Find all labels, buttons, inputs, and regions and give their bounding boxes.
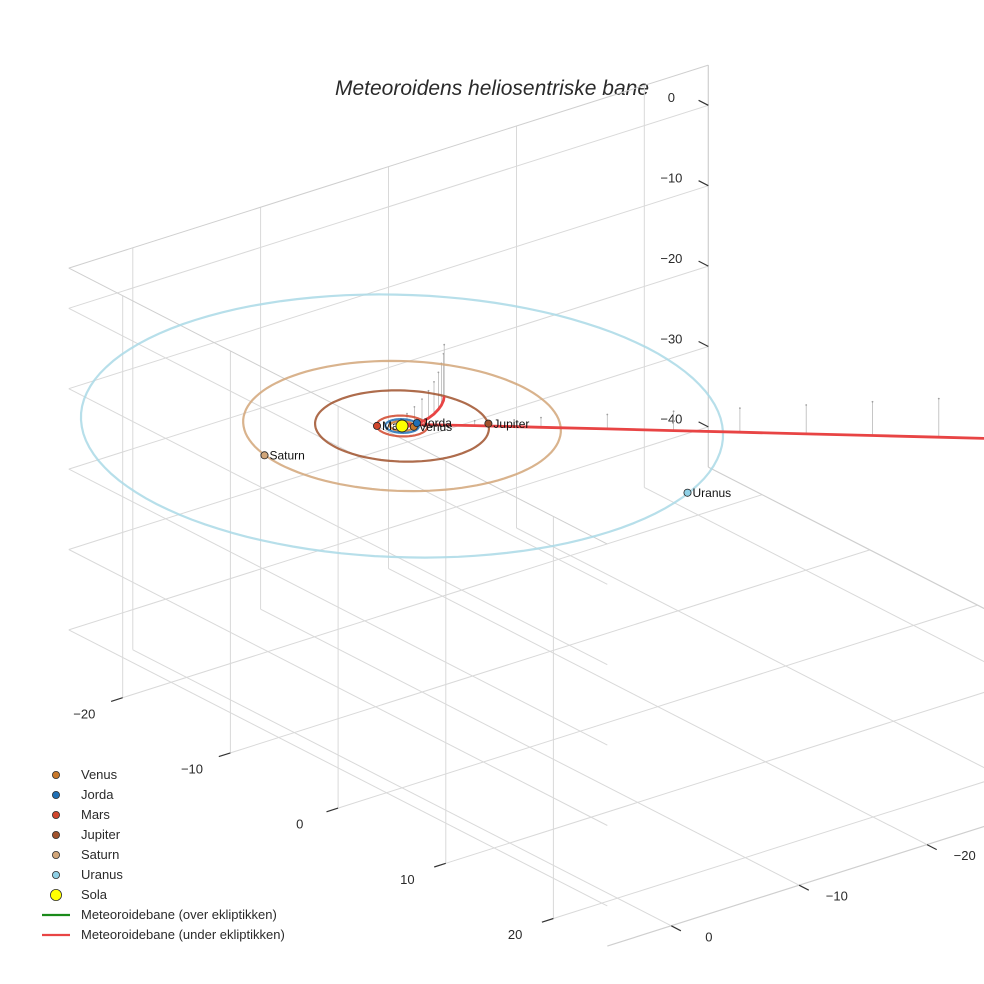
drop-point: [805, 404, 808, 406]
axis-edge: [68, 64, 709, 269]
z-tick-label: 0: [668, 90, 675, 105]
drop-point: [443, 343, 446, 346]
legend-entry[interactable]: Uranus: [81, 867, 123, 882]
y-tick-mark: [671, 925, 682, 932]
x-tick-mark: [541, 917, 554, 923]
grid-line: [132, 649, 672, 927]
axis-edge: [708, 466, 984, 610]
planet-mars: [372, 421, 381, 430]
legend-swatch-marker: [52, 811, 61, 820]
planet-label: Venus: [419, 420, 452, 434]
planet-label: Jorda: [422, 416, 452, 430]
planet-jorda: [412, 418, 421, 427]
planet-jupiter: [484, 419, 493, 428]
x-tick-label: 10: [400, 872, 414, 887]
legend-swatch-marker: [52, 771, 61, 780]
drop-point: [421, 398, 423, 400]
drop-point: [672, 410, 675, 413]
planet-saturn: [260, 451, 269, 460]
z-tick-mark: [698, 180, 709, 187]
grid-line: [68, 346, 709, 550]
grid-line: [388, 568, 928, 846]
axis-edge: [68, 267, 608, 545]
legend-swatch-marker: [50, 889, 63, 902]
z-tick-mark: [698, 260, 709, 267]
planet-label: Jupiter: [493, 417, 529, 431]
y-tick-label: −10: [826, 889, 848, 904]
orbit-saturn: [242, 359, 562, 493]
z-tick-label: −30: [660, 331, 682, 346]
drop-point: [937, 397, 940, 400]
x-tick-label: 0: [296, 817, 303, 832]
trajectory-branch-inbound: [407, 423, 984, 440]
legend-entry[interactable]: Sola: [81, 887, 108, 902]
legend-swatch-marker: [52, 831, 61, 840]
drop-point: [871, 400, 874, 403]
drop-point: [606, 413, 609, 416]
x-tick-label: −10: [181, 762, 203, 777]
planet-label: Uranus: [693, 486, 732, 500]
x-tick-label: −20: [73, 706, 95, 721]
grid-line: [68, 549, 608, 826]
grid-line: [260, 608, 800, 886]
drop-point: [437, 371, 440, 374]
y-tick-mark: [798, 884, 810, 891]
grid-line: [68, 388, 608, 666]
legend: Venus Jorda Mars Jupiter Saturn Uranus Sola Met…: [42, 767, 285, 942]
legend-swatch-marker: [52, 791, 61, 800]
y-tick-label: 0: [705, 929, 712, 944]
drop-point: [473, 419, 476, 422]
planet-label: Saturn: [270, 448, 305, 462]
grid-line: [68, 185, 709, 390]
drop-point: [433, 381, 435, 383]
legend-entry[interactable]: Venus: [81, 767, 118, 782]
grid-layer: [68, 64, 984, 947]
grid-line: [516, 527, 984, 769]
z-tick-mark: [698, 99, 709, 106]
legend-entry[interactable]: Jorda: [81, 787, 114, 802]
drop-point: [413, 406, 416, 408]
drop-point: [540, 416, 542, 419]
drop-point: [739, 407, 741, 409]
legend-entry[interactable]: Jupiter: [81, 827, 121, 842]
orbit-uranus: [79, 293, 725, 559]
y-tick-label: −20: [954, 848, 976, 863]
grid-line: [553, 781, 984, 919]
x-tick-mark: [110, 697, 123, 702]
legend-entry[interactable]: Meteoroidebane (over ekliptikken): [81, 907, 277, 922]
z-tick-label: −20: [660, 251, 682, 266]
y-tick-mark: [926, 844, 937, 851]
grid-line: [68, 307, 608, 585]
x-tick-mark: [434, 862, 446, 868]
grid-line: [68, 629, 608, 907]
grid-line: [68, 104, 709, 309]
grid-line: [644, 486, 984, 663]
drop-lines: [399, 343, 940, 438]
z-tick-mark: [698, 340, 709, 348]
x-tick-label: 20: [508, 927, 522, 942]
legend-entry[interactable]: Mars: [81, 807, 110, 822]
grid-line: [68, 468, 608, 746]
grid-line: [68, 265, 709, 470]
legend-swatch-marker: [52, 851, 61, 860]
legend-entry[interactable]: Saturn: [81, 847, 119, 862]
legend-entry[interactable]: Meteoroidebane (under ekliptikken): [81, 927, 285, 942]
sun-marker: [395, 419, 409, 433]
drop-point: [427, 389, 430, 392]
x-tick-mark: [326, 807, 339, 813]
legend-swatch-marker: [52, 871, 61, 880]
z-tick-mark: [698, 421, 709, 428]
grid-line: [68, 426, 709, 631]
z-tick-label: −10: [660, 171, 682, 186]
chart-title: Meteoroidens heliosentriske bane: [335, 77, 649, 100]
z-tick-label: −40: [660, 412, 682, 427]
drop-point: [406, 412, 408, 415]
x-tick-mark: [218, 752, 231, 758]
planet-uranus: [683, 488, 692, 497]
